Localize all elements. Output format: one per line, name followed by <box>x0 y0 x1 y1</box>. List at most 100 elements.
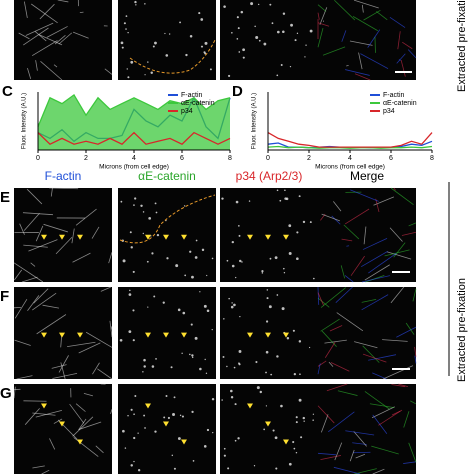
texture <box>317 452 337 456</box>
texture <box>317 405 335 424</box>
texture <box>155 358 157 360</box>
texture <box>240 10 244 14</box>
texture <box>75 403 86 412</box>
texture <box>263 428 266 431</box>
texture <box>263 42 267 46</box>
texture <box>144 3 146 5</box>
arrowhead <box>181 332 187 338</box>
texture <box>282 30 285 34</box>
texture <box>95 445 104 454</box>
texture <box>133 436 136 440</box>
texture <box>135 4 137 6</box>
micrograph <box>220 384 318 474</box>
texture <box>14 339 31 346</box>
texture <box>22 212 53 216</box>
texture <box>410 400 417 405</box>
texture <box>46 26 68 38</box>
texture <box>130 60 134 64</box>
texture <box>309 221 312 224</box>
texture <box>358 52 363 70</box>
column-header: Merge <box>350 169 384 183</box>
texture <box>265 371 267 374</box>
texture <box>396 326 417 338</box>
arrowhead <box>77 439 83 445</box>
texture <box>194 336 198 340</box>
texture <box>223 447 226 450</box>
texture <box>336 312 364 332</box>
texture <box>122 429 125 433</box>
texture <box>222 355 225 358</box>
texture <box>250 2 254 6</box>
texture <box>352 16 378 32</box>
texture <box>35 60 38 71</box>
texture <box>142 232 144 235</box>
texture <box>34 31 47 42</box>
texture <box>255 35 259 39</box>
texture <box>256 386 260 390</box>
texture <box>390 286 405 304</box>
texture <box>288 224 292 228</box>
texture <box>173 467 176 470</box>
y-axis-label: Fluor. Intensity (A.U.) <box>22 93 28 149</box>
arrowhead <box>59 421 65 427</box>
texture <box>294 39 297 42</box>
column-header: αE-catenin <box>138 169 196 183</box>
texture <box>32 292 57 311</box>
texture <box>271 22 274 25</box>
texture <box>152 45 155 48</box>
texture <box>120 41 124 45</box>
texture <box>354 73 371 81</box>
texture <box>147 306 149 308</box>
texture <box>123 22 126 25</box>
texture <box>142 211 145 213</box>
texture <box>97 368 113 380</box>
texture <box>238 224 240 227</box>
texture <box>144 427 146 429</box>
arrowhead <box>77 234 83 240</box>
texture <box>288 252 292 255</box>
micrograph <box>318 384 416 474</box>
texture <box>49 187 79 190</box>
texture <box>162 301 165 304</box>
texture <box>317 22 330 27</box>
texture <box>361 299 377 303</box>
texture <box>13 262 44 283</box>
texture <box>126 68 128 70</box>
texture <box>296 32 299 34</box>
texture <box>405 322 415 335</box>
texture <box>199 291 201 293</box>
texture <box>185 53 188 57</box>
texture <box>233 366 236 369</box>
texture <box>155 211 158 214</box>
texture <box>389 16 406 28</box>
texture <box>23 244 48 248</box>
texture <box>31 3 58 24</box>
texture <box>23 213 40 231</box>
texture <box>181 415 184 418</box>
texture <box>230 396 234 399</box>
texture <box>258 39 261 42</box>
texture <box>144 74 146 76</box>
texture <box>403 461 417 464</box>
texture <box>330 362 350 372</box>
texture <box>393 187 396 191</box>
micrograph <box>318 188 416 282</box>
texture <box>21 276 38 283</box>
texture <box>206 274 208 277</box>
texture <box>230 305 234 309</box>
texture <box>175 264 179 268</box>
texture <box>241 261 243 263</box>
texture <box>51 364 67 369</box>
arrowhead <box>77 332 83 338</box>
texture <box>23 1 28 18</box>
texture <box>396 53 406 64</box>
texture <box>120 200 123 203</box>
texture <box>293 447 296 450</box>
texture <box>374 36 376 53</box>
series-line <box>267 132 433 148</box>
texture <box>238 51 241 53</box>
arrowhead <box>265 421 271 427</box>
texture <box>324 341 336 358</box>
texture <box>134 395 137 397</box>
texture <box>266 297 269 300</box>
